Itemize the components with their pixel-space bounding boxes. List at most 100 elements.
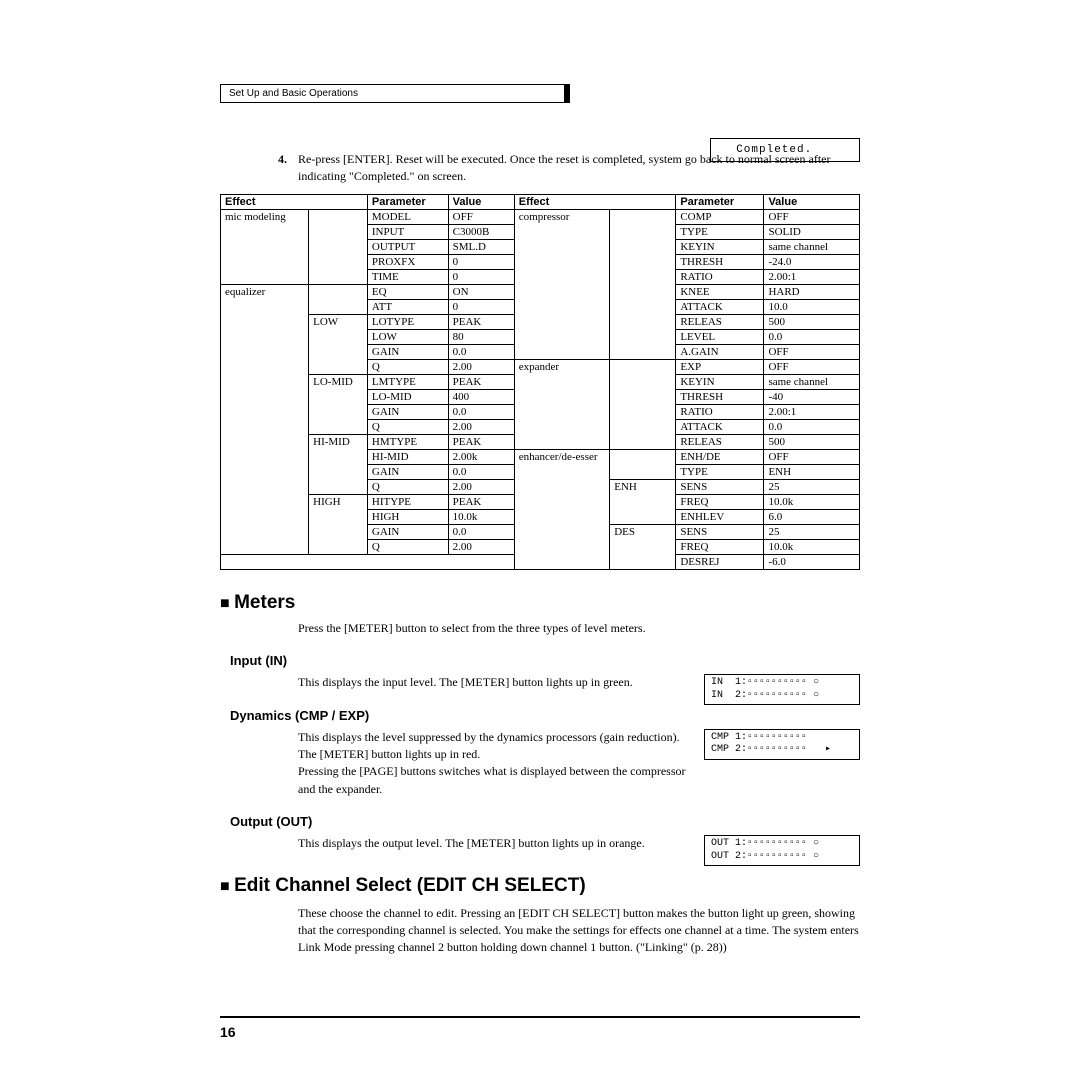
table-header: Value: [448, 194, 514, 209]
table-cell: HI-MID: [367, 449, 448, 464]
heading-editch: Edit Channel Select (EDIT CH SELECT): [220, 875, 860, 897]
table-cell: 2.00k: [448, 449, 514, 464]
table-cell: Q: [367, 539, 448, 554]
table-cell: GAIN: [367, 344, 448, 359]
subhead-out: Output (OUT): [230, 814, 860, 829]
table-cell: 0.0: [448, 524, 514, 539]
table-cell: 2.00: [448, 359, 514, 374]
table-cell: 400: [448, 389, 514, 404]
breadcrumb: Set Up and Basic Operations: [220, 84, 570, 103]
footer-rule: [220, 1016, 860, 1018]
table-cell: PEAK: [448, 494, 514, 509]
table-header: Parameter: [676, 194, 764, 209]
heading-meters: Meters: [220, 592, 860, 614]
table-cell: KNEE: [676, 284, 764, 299]
table-cell: GAIN: [367, 404, 448, 419]
table-cell: MODEL: [367, 209, 448, 224]
table-cell: 500: [764, 314, 860, 329]
table-cell: compressor: [514, 209, 609, 359]
lcd-out: OUT 1:▫▫▫▫▫▫▫▫▫▫ ○ OUT 2:▫▫▫▫▫▫▫▫▫▫ ○: [704, 835, 860, 866]
table-cell: 2.00: [448, 479, 514, 494]
table-cell: 6.0: [764, 509, 860, 524]
table-cell: OFF: [764, 344, 860, 359]
table-cell: HIGH: [309, 494, 368, 554]
table-cell: EXP: [676, 359, 764, 374]
table-cell: DES: [610, 524, 676, 569]
table-cell: [309, 284, 368, 314]
table-cell: OFF: [764, 209, 860, 224]
table-cell: same channel: [764, 374, 860, 389]
table-cell: RATIO: [676, 269, 764, 284]
parameters-table: EffectParameterValueEffectParameterValue…: [220, 194, 860, 570]
table-cell: EQ: [367, 284, 448, 299]
table-cell: ATT: [367, 299, 448, 314]
table-cell: 10.0k: [764, 539, 860, 554]
table-cell: GAIN: [367, 464, 448, 479]
table-cell: 0: [448, 254, 514, 269]
table-cell: DESREJ: [676, 554, 764, 569]
table-cell: RELEAS: [676, 314, 764, 329]
table-cell: KEYIN: [676, 239, 764, 254]
table-cell: C3000B: [448, 224, 514, 239]
table-cell: TYPE: [676, 224, 764, 239]
page-number: 16: [220, 1024, 236, 1040]
step-number: 4.: [278, 151, 292, 186]
table-cell: OUTPUT: [367, 239, 448, 254]
table-cell: 10.0: [764, 299, 860, 314]
table-cell: PEAK: [448, 314, 514, 329]
table-cell: INPUT: [367, 224, 448, 239]
table-cell: ON: [448, 284, 514, 299]
subhead-dyn: Dynamics (CMP / EXP): [230, 708, 860, 723]
table-cell: 10.0k: [764, 494, 860, 509]
table-cell: LO-MID: [309, 374, 368, 434]
table-header: Value: [764, 194, 860, 209]
table-cell: -6.0: [764, 554, 860, 569]
table-cell: OFF: [448, 209, 514, 224]
dyn-text: This displays the level suppressed by th…: [298, 729, 688, 799]
table-cell: 0: [448, 299, 514, 314]
lcd-input: IN 1:▫▫▫▫▫▫▫▫▫▫ ○ IN 2:▫▫▫▫▫▫▫▫▫▫ ○: [704, 674, 860, 705]
table-cell: [610, 359, 676, 449]
table-cell: Q: [367, 479, 448, 494]
table-cell: SML.D: [448, 239, 514, 254]
table-cell: [610, 449, 676, 479]
table-cell: OFF: [764, 449, 860, 464]
table-cell: 2.00: [448, 539, 514, 554]
table-cell: enhancer/de-esser: [514, 449, 609, 569]
table-cell: 25: [764, 479, 860, 494]
table-cell: THRESH: [676, 254, 764, 269]
lcd-dyn: CMP 1:▫▫▫▫▫▫▫▫▫▫ CMP 2:▫▫▫▫▫▫▫▫▫▫ ▸: [704, 729, 860, 760]
table-cell: 10.0k: [448, 509, 514, 524]
table-cell: ENH/DE: [676, 449, 764, 464]
table-cell: FREQ: [676, 494, 764, 509]
table-cell: 0.0: [764, 329, 860, 344]
table-cell: HMTYPE: [367, 434, 448, 449]
table-cell: -24.0: [764, 254, 860, 269]
table-cell: ENH: [764, 464, 860, 479]
table-cell: -40: [764, 389, 860, 404]
meters-intro: Press the [METER] button to select from …: [298, 620, 860, 637]
table-cell: KEYIN: [676, 374, 764, 389]
table-cell: 0.0: [448, 404, 514, 419]
table-cell: THRESH: [676, 389, 764, 404]
table-cell: PEAK: [448, 374, 514, 389]
table-cell: SENS: [676, 479, 764, 494]
table-cell: COMP: [676, 209, 764, 224]
table-cell: 0.0: [448, 344, 514, 359]
input-text: This displays the input level. The [METE…: [298, 674, 688, 691]
table-cell: equalizer: [221, 284, 309, 554]
table-cell: LO-MID: [367, 389, 448, 404]
table-cell: 0.0: [764, 419, 860, 434]
table-cell: 80: [448, 329, 514, 344]
table-cell: RELEAS: [676, 434, 764, 449]
table-header: Parameter: [367, 194, 448, 209]
table-cell: Q: [367, 419, 448, 434]
table-cell: 500: [764, 434, 860, 449]
table-cell: HITYPE: [367, 494, 448, 509]
table-cell: OFF: [764, 359, 860, 374]
table-cell: 0: [448, 269, 514, 284]
out-text: This displays the output level. The [MET…: [298, 835, 688, 852]
table-cell: [309, 209, 368, 284]
subhead-input: Input (IN): [230, 653, 860, 668]
table-cell: FREQ: [676, 539, 764, 554]
